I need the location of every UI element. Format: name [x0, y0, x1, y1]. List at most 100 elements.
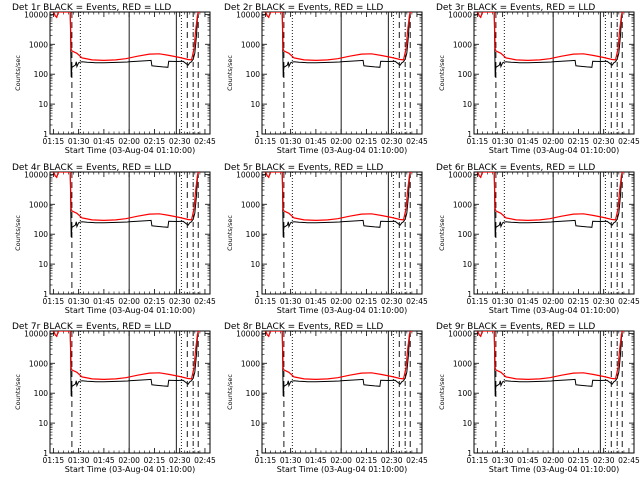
- y-axis-label: Counts/sec: [14, 374, 22, 410]
- x-tick-label: 02:30: [593, 456, 615, 465]
- x-tick-label: 02:00: [330, 137, 352, 146]
- y-tick-label: 1: [43, 130, 48, 139]
- y-tick-label: 1000: [29, 40, 48, 49]
- events-series-line: [477, 172, 624, 238]
- panel-title: Det 2r BLACK = Events, RED = LLD: [224, 3, 383, 13]
- x-tick-label: 01:30: [280, 137, 302, 146]
- x-tick-label: 02:00: [330, 456, 352, 465]
- y-tick-label: 1: [467, 290, 472, 299]
- lld-series-line: [265, 172, 412, 222]
- x-tick-label: 02:30: [593, 297, 615, 306]
- x-tick-label: 01:30: [280, 456, 302, 465]
- y-tick-label: 1000: [453, 40, 472, 49]
- y-tick-label: 1000: [241, 359, 260, 368]
- detector-panel-7: Det 7r BLACK = Events, RED = LLD 1 10 100 10…: [12, 322, 216, 474]
- x-tick-label: 02:45: [406, 297, 428, 306]
- x-tick-label: 01:45: [93, 297, 115, 306]
- panel-title: Det 1r BLACK = Events, RED = LLD: [12, 3, 171, 13]
- y-tick-label: 100: [246, 230, 261, 239]
- y-tick-label: 1: [467, 130, 472, 139]
- y-tick-label: 10: [38, 260, 48, 269]
- detector-panel-6: Det 6r BLACK = Events, RED = LLD 1 10 100 10…: [436, 163, 640, 315]
- x-tick-label: 02:30: [381, 456, 403, 465]
- x-tick-label: 02:15: [356, 137, 378, 146]
- lld-series-line: [265, 12, 412, 62]
- lld-series-line: [477, 12, 624, 62]
- y-tick-label: 1: [255, 130, 260, 139]
- x-tick-label: 02:45: [618, 456, 640, 465]
- x-tick-label: 02:00: [118, 297, 140, 306]
- x-tick-label: 02:00: [330, 297, 352, 306]
- lld-series-line: [53, 172, 200, 222]
- y-tick-label: 100: [458, 389, 473, 398]
- x-tick-label: 01:15: [467, 137, 489, 146]
- y-axis-label: Counts/sec: [226, 215, 234, 251]
- x-tick-label: 01:30: [492, 456, 514, 465]
- x-tick-label: 02:00: [118, 137, 140, 146]
- y-axis-label: Counts/sec: [14, 55, 22, 91]
- y-tick-label: 1: [255, 290, 260, 299]
- events-series-line: [265, 172, 412, 238]
- events-series-line: [53, 172, 200, 238]
- plot-frame: [261, 171, 423, 295]
- plot-frame: [473, 11, 635, 135]
- plot-frame: [49, 171, 211, 295]
- x-tick-label: 02:45: [194, 137, 216, 146]
- x-tick-label: 01:15: [467, 297, 489, 306]
- y-tick-label: 10000: [448, 329, 472, 338]
- x-tick-label: 01:45: [305, 137, 327, 146]
- plot-frame: [473, 330, 635, 454]
- x-tick-label: 01:15: [43, 456, 65, 465]
- x-tick-label: 01:45: [305, 297, 327, 306]
- panel-title: Det 9r BLACK = Events, RED = LLD: [436, 322, 595, 332]
- lld-series-line: [53, 12, 200, 62]
- x-tick-label: 02:45: [618, 137, 640, 146]
- x-tick-label: 02:30: [381, 297, 403, 306]
- x-axis-label: Start Time (03-Aug-04 01:10:00): [277, 306, 408, 315]
- detector-panel-3: Det 3r BLACK = Events, RED = LLD 1 10 100 10…: [436, 3, 640, 155]
- x-tick-label: 02:45: [618, 297, 640, 306]
- events-series-line: [53, 331, 200, 397]
- x-tick-label: 01:30: [68, 137, 90, 146]
- x-tick-label: 02:15: [144, 297, 166, 306]
- x-tick-label: 02:15: [568, 297, 590, 306]
- y-tick-label: 100: [458, 70, 473, 79]
- x-tick-label: 02:15: [568, 137, 590, 146]
- y-tick-label: 1000: [241, 40, 260, 49]
- y-tick-label: 10: [250, 260, 260, 269]
- x-tick-label: 02:45: [194, 297, 216, 306]
- x-tick-label: 02:30: [169, 297, 191, 306]
- x-tick-label: 02:00: [542, 137, 564, 146]
- y-tick-label: 1000: [241, 200, 260, 209]
- y-tick-label: 100: [246, 70, 261, 79]
- lld-series-line: [53, 331, 200, 381]
- y-axis-label: Counts/sec: [226, 55, 234, 91]
- x-tick-label: 01:15: [255, 297, 277, 306]
- detector-panel-2: Det 2r BLACK = Events, RED = LLD 1 10 100 10…: [224, 3, 428, 155]
- x-tick-label: 02:45: [194, 456, 216, 465]
- x-tick-label: 02:15: [568, 456, 590, 465]
- x-tick-label: 02:45: [406, 137, 428, 146]
- events-series-line: [477, 12, 624, 78]
- panel-title: Det 5r BLACK = Events, RED = LLD: [224, 163, 383, 173]
- events-series-line: [265, 12, 412, 78]
- y-tick-label: 100: [34, 389, 49, 398]
- y-tick-label: 1: [255, 449, 260, 458]
- y-tick-label: 1: [43, 290, 48, 299]
- x-tick-label: 01:15: [255, 456, 277, 465]
- plot-frame: [49, 330, 211, 454]
- panel-title: Det 3r BLACK = Events, RED = LLD: [436, 3, 595, 13]
- x-tick-label: 01:15: [43, 297, 65, 306]
- x-tick-label: 02:30: [381, 137, 403, 146]
- plot-frame: [261, 11, 423, 135]
- x-tick-label: 01:15: [467, 456, 489, 465]
- detector-panel-4: Det 4r BLACK = Events, RED = LLD 1 10 100 10…: [12, 163, 216, 315]
- panel-title: Det 7r BLACK = Events, RED = LLD: [12, 322, 171, 332]
- x-tick-label: 01:30: [492, 297, 514, 306]
- x-axis-label: Start Time (03-Aug-04 01:10:00): [489, 465, 620, 474]
- y-tick-label: 10000: [24, 170, 48, 179]
- x-tick-label: 01:45: [93, 456, 115, 465]
- detector-panel-5: Det 5r BLACK = Events, RED = LLD 1 10 100 10…: [224, 163, 428, 315]
- y-tick-label: 1: [43, 449, 48, 458]
